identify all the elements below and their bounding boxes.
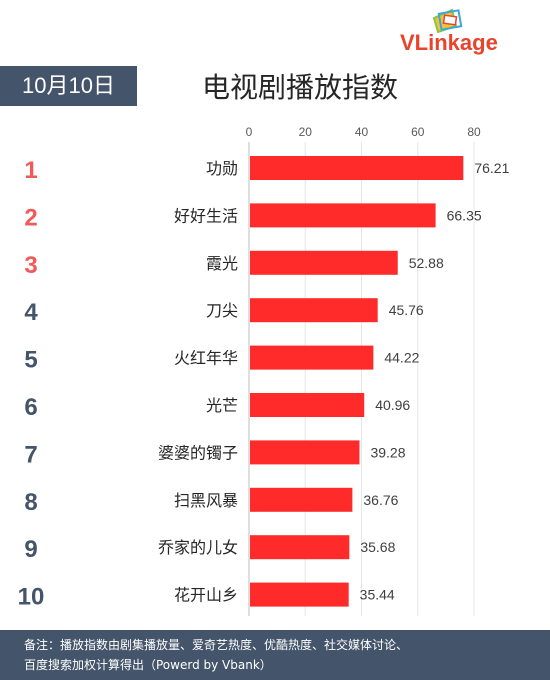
- category-label: 花开山乡: [174, 586, 238, 605]
- logo-mark-icon: [432, 8, 463, 34]
- bar-chart: 0 20 40 60 80 1 功勋 76.21 2 好好生活 66.35 3 霞光 52.88 4 刀尖 45…: [18, 125, 510, 616]
- rank-label: 3: [24, 252, 37, 279]
- value-label: 66.35: [447, 207, 482, 223]
- category-label: 光芒: [206, 396, 238, 415]
- chart-title: 电视剧播放指数: [201, 71, 398, 104]
- value-label: 45.76: [389, 302, 424, 318]
- category-label: 乔家的儿女: [158, 538, 238, 557]
- bar: [250, 393, 365, 417]
- rank-label: 8: [24, 489, 37, 516]
- value-label: 39.28: [370, 444, 405, 460]
- value-label: 52.88: [409, 255, 444, 271]
- bar: [250, 440, 360, 465]
- rank-label: 5: [24, 347, 37, 374]
- value-label: 35.44: [360, 587, 395, 603]
- bar: [250, 582, 349, 607]
- x-tick-label: 20: [299, 125, 313, 139]
- x-tick-label: 80: [467, 125, 481, 139]
- bar: [250, 203, 436, 228]
- category-label: 功勋: [206, 159, 238, 178]
- value-label: 76.21: [474, 160, 509, 176]
- rank-label: 1: [24, 157, 37, 184]
- x-tick-label: 40: [355, 125, 369, 139]
- bar: [250, 535, 350, 560]
- vlinkage-logo: VLinkage: [400, 8, 530, 56]
- category-label: 婆婆的镯子: [158, 443, 238, 462]
- rank-label: 6: [24, 394, 37, 421]
- category-label: 火红年华: [174, 349, 238, 368]
- category-label: 好好生活: [174, 206, 238, 225]
- value-label: 35.68: [360, 539, 395, 555]
- category-label: 霞光: [206, 254, 238, 273]
- rank-label: 4: [24, 299, 38, 326]
- logo-text: VLinkage: [400, 30, 498, 55]
- value-label: 36.76: [363, 492, 398, 508]
- category-label: 刀尖: [206, 301, 238, 320]
- bar: [250, 250, 398, 275]
- footer-line-2: 百度搜索加权计算得出（Powerd by Vbank）: [24, 658, 272, 672]
- rank-label: 7: [24, 441, 37, 468]
- footer-line-1: 备注：播放指数由剧集播放量、爱奇艺热度、优酷热度、社交媒体讨论、: [24, 638, 409, 652]
- bar: [250, 156, 464, 180]
- value-label: 44.22: [384, 350, 419, 366]
- bar: [250, 298, 378, 323]
- category-label: 扫黑风暴: [174, 491, 238, 510]
- x-tick-label: 0: [246, 125, 253, 139]
- footer-note: 备注：播放指数由剧集播放量、爱奇艺热度、优酷热度、社交媒体讨论、 百度搜索加权计…: [0, 630, 550, 680]
- rank-label: 10: [18, 584, 45, 611]
- rank-label: 2: [24, 204, 37, 231]
- bar: [250, 345, 374, 370]
- value-label: 40.96: [375, 397, 410, 413]
- rank-label: 9: [24, 536, 37, 563]
- x-tick-label: 60: [411, 125, 425, 139]
- bar: [250, 487, 353, 512]
- date-badge: 10月10日: [0, 66, 137, 106]
